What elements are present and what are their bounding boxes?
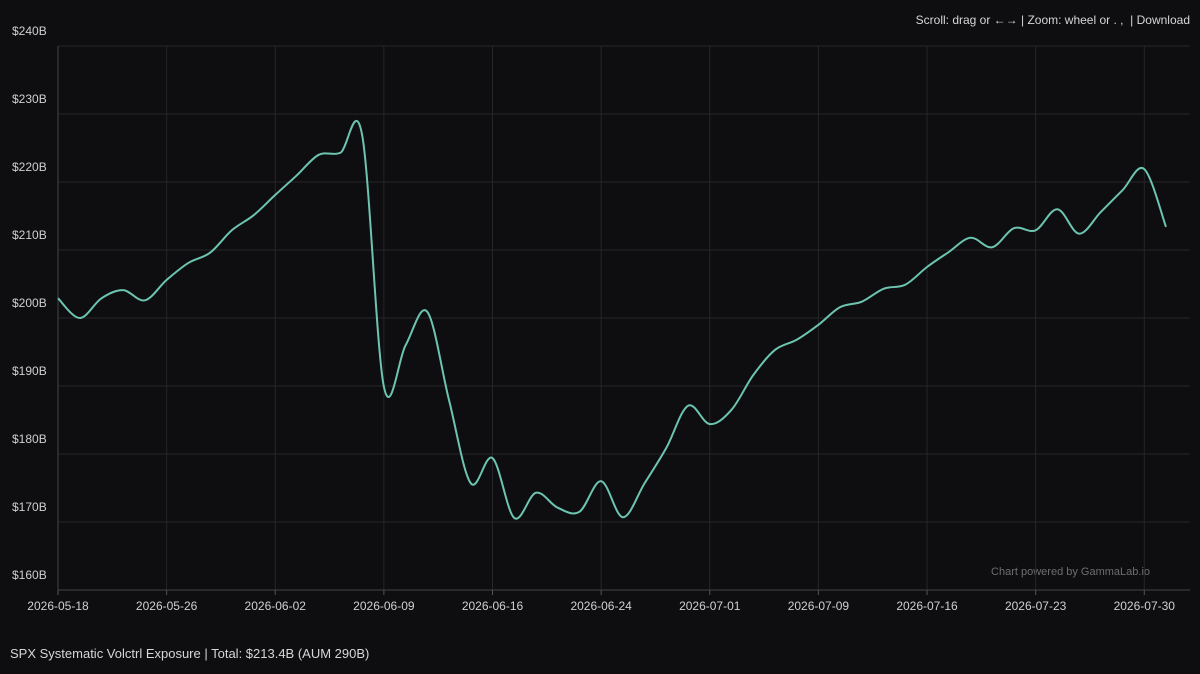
controls: Scroll: drag or ←→ | Zoom: wheel or . , … <box>916 13 1190 27</box>
x-tick-label: 2026-06-09 <box>353 599 415 613</box>
x-tick-label: 2026-06-24 <box>570 599 632 613</box>
y-tick-label: $240B <box>12 24 47 38</box>
x-tick-label: 2026-06-16 <box>462 599 524 613</box>
x-tick-label: 2026-07-23 <box>1005 599 1067 613</box>
x-tick-label: 2026-07-09 <box>788 599 850 613</box>
x-tick-label: 2026-07-16 <box>896 599 958 613</box>
y-tick-label: $230B <box>12 92 47 106</box>
x-tick-label: 2026-07-30 <box>1114 599 1176 613</box>
x-tick-label: 2026-05-26 <box>136 599 198 613</box>
watermark: Chart powered by GammaLab.io <box>991 566 1150 578</box>
y-tick-label: $220B <box>12 160 47 174</box>
controls-hint: Scroll: drag or ←→ | Zoom: wheel or . , … <box>915 13 1134 27</box>
y-tick-label: $160B <box>12 568 47 582</box>
y-tick-label: $200B <box>12 296 47 310</box>
footer-title: SPX Systematic Volctrl Exposure | Total:… <box>10 646 370 661</box>
x-tick-label: 2026-05-18 <box>27 599 89 613</box>
y-tick-label: $180B <box>12 432 47 446</box>
x-tick-label: 2026-06-02 <box>245 599 307 613</box>
y-tick-label: $170B <box>12 500 47 514</box>
x-tick-label: 2026-07-01 <box>679 599 741 613</box>
y-tick-label: $210B <box>12 228 47 242</box>
download-button[interactable]: Download <box>1136 13 1190 27</box>
series-line <box>57 119 1167 520</box>
y-tick-label: $190B <box>12 364 47 378</box>
